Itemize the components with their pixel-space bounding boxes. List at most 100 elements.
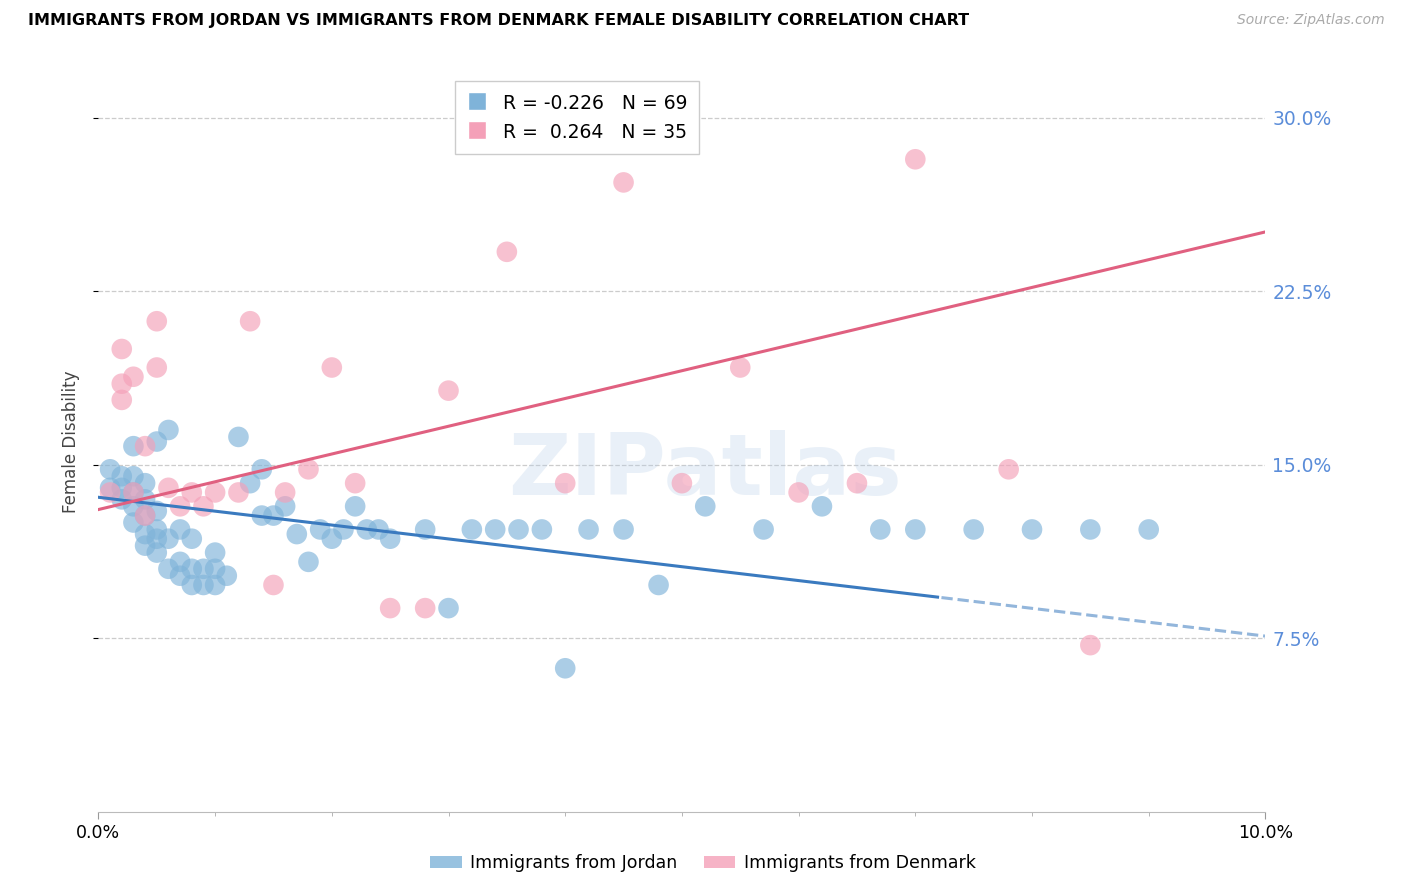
Point: [146, 360, 169, 375]
Point: [321, 360, 343, 375]
Point: [169, 500, 191, 514]
Point: [122, 485, 145, 500]
Point: [134, 492, 156, 507]
Point: [157, 423, 180, 437]
Point: [461, 523, 484, 537]
Point: [752, 523, 775, 537]
Point: [122, 485, 145, 500]
Text: ZIPatlas: ZIPatlas: [509, 430, 903, 513]
Point: [997, 462, 1019, 476]
Point: [695, 500, 717, 514]
Point: [297, 462, 319, 476]
Point: [297, 555, 319, 569]
Point: [122, 439, 145, 453]
Point: [380, 601, 402, 615]
Point: [122, 469, 145, 483]
Point: [180, 485, 202, 500]
Point: [134, 527, 156, 541]
Point: [962, 523, 984, 537]
Point: [111, 469, 134, 483]
Point: [274, 485, 297, 500]
Point: [169, 568, 191, 582]
Text: IMMIGRANTS FROM JORDAN VS IMMIGRANTS FROM DENMARK FEMALE DISABILITY CORRELATION : IMMIGRANTS FROM JORDAN VS IMMIGRANTS FRO…: [28, 13, 969, 29]
Point: [904, 153, 927, 167]
Point: [274, 500, 297, 514]
Point: [180, 578, 202, 592]
Point: [413, 523, 436, 537]
Point: [215, 568, 238, 582]
Point: [204, 485, 226, 500]
Point: [262, 578, 284, 592]
Point: [134, 508, 156, 523]
Point: [122, 516, 145, 530]
Point: [193, 500, 215, 514]
Point: [146, 523, 169, 537]
Point: [98, 485, 121, 500]
Legend: R = -0.226   N = 69, R =  0.264   N = 35: R = -0.226 N = 69, R = 0.264 N = 35: [454, 81, 699, 154]
Point: [730, 360, 752, 375]
Point: [285, 527, 308, 541]
Point: [134, 439, 156, 453]
Point: [612, 175, 634, 190]
Point: [904, 523, 927, 537]
Point: [180, 532, 202, 546]
Point: [508, 523, 530, 537]
Point: [1080, 638, 1102, 652]
Point: [122, 369, 145, 384]
Point: [157, 532, 180, 546]
Point: [169, 555, 191, 569]
Point: [554, 661, 576, 675]
Point: [180, 562, 202, 576]
Point: [262, 508, 284, 523]
Point: [98, 481, 121, 495]
Point: [437, 384, 460, 398]
Text: Source: ZipAtlas.com: Source: ZipAtlas.com: [1237, 13, 1385, 28]
Point: [250, 508, 273, 523]
Point: [1080, 523, 1102, 537]
Point: [228, 430, 250, 444]
Legend: Immigrants from Jordan, Immigrants from Denmark: Immigrants from Jordan, Immigrants from …: [423, 847, 983, 879]
Point: [869, 523, 891, 537]
Point: [146, 314, 169, 328]
Point: [846, 476, 869, 491]
Point: [98, 462, 121, 476]
Point: [157, 562, 180, 576]
Point: [239, 476, 262, 491]
Point: [111, 481, 134, 495]
Point: [204, 578, 226, 592]
Point: [146, 545, 169, 560]
Point: [380, 532, 402, 546]
Point: [647, 578, 669, 592]
Point: [122, 500, 145, 514]
Point: [134, 508, 156, 523]
Point: [578, 523, 600, 537]
Point: [111, 492, 134, 507]
Point: [309, 523, 332, 537]
Point: [146, 504, 169, 518]
Point: [193, 578, 215, 592]
Point: [367, 523, 389, 537]
Point: [787, 485, 810, 500]
Point: [111, 392, 134, 407]
Point: [484, 523, 506, 537]
Point: [134, 476, 156, 491]
Point: [193, 562, 215, 576]
Point: [204, 562, 226, 576]
Point: [146, 434, 169, 449]
Point: [496, 244, 519, 259]
Point: [1137, 523, 1160, 537]
Point: [344, 476, 367, 491]
Point: [321, 532, 343, 546]
Point: [111, 342, 134, 356]
Point: [671, 476, 693, 491]
Y-axis label: Female Disability: Female Disability: [62, 370, 80, 513]
Point: [239, 314, 262, 328]
Point: [250, 462, 273, 476]
Point: [146, 532, 169, 546]
Point: [111, 376, 134, 391]
Point: [356, 523, 378, 537]
Point: [413, 601, 436, 615]
Point: [612, 523, 634, 537]
Point: [169, 523, 191, 537]
Point: [228, 485, 250, 500]
